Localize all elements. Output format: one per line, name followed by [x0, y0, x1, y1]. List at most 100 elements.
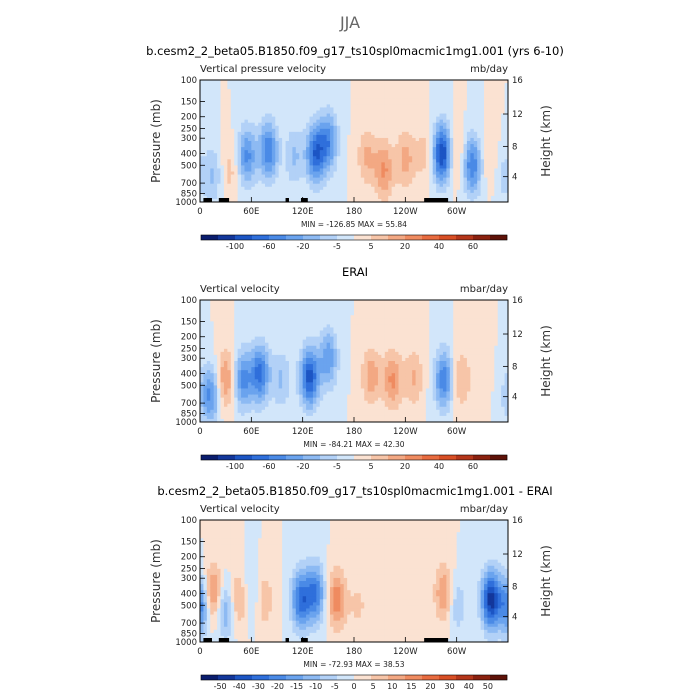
- field-cell: [210, 174, 215, 178]
- field-cell: [282, 144, 286, 148]
- field-cell: [200, 110, 204, 114]
- field-cell: [234, 86, 239, 90]
- field-cell: [484, 168, 488, 172]
- field-cell: [415, 80, 420, 84]
- field-cell: [265, 333, 269, 337]
- field-cell: [384, 86, 389, 90]
- field-cell: [456, 180, 461, 185]
- field-cell: [230, 104, 235, 108]
- field-cell: [230, 198, 235, 203]
- field-cell: [374, 116, 379, 121]
- field-cell: [504, 186, 509, 191]
- field-cell: [247, 315, 252, 319]
- field-cell: [244, 303, 249, 307]
- field-cell: [401, 131, 406, 136]
- field-cell: [213, 162, 218, 166]
- field-cell: [227, 324, 232, 328]
- field-cell: [306, 403, 310, 408]
- field-cell: [432, 116, 437, 121]
- field-cell: [477, 113, 482, 117]
- field-cell: [247, 364, 252, 368]
- field-cell: [401, 119, 406, 124]
- field-cell: [299, 171, 304, 175]
- field-cell: [374, 101, 379, 105]
- field-cell: [210, 357, 215, 362]
- field-cell: [261, 318, 266, 322]
- field-cell: [484, 128, 488, 133]
- field-cell: [347, 83, 351, 87]
- field-cell: [234, 379, 239, 383]
- field-cell: [408, 180, 413, 185]
- colorbar-tick-label: 20: [400, 242, 410, 251]
- field-cell: [244, 162, 249, 166]
- field-cell: [442, 195, 447, 200]
- field-cell: [299, 168, 304, 172]
- field-cell: [206, 336, 211, 341]
- field-cell: [347, 198, 351, 203]
- field-cell: [203, 391, 208, 395]
- field-cell: [220, 312, 225, 316]
- field-cell: [254, 321, 259, 325]
- field-cell: [217, 168, 221, 172]
- field-cell: [206, 131, 211, 136]
- field-cell: [306, 116, 310, 121]
- field-cell: [477, 177, 482, 182]
- field-cell: [350, 86, 355, 90]
- field-cell: [364, 104, 369, 108]
- field-cell: [319, 189, 324, 194]
- field-cell: [227, 168, 232, 172]
- field-cell: [330, 89, 334, 93]
- field-cell: [408, 92, 413, 96]
- field-cell: [268, 364, 273, 368]
- field-cell: [237, 195, 242, 200]
- field-cell: [206, 306, 211, 310]
- field-cell: [480, 186, 485, 191]
- field-cell: [316, 119, 321, 124]
- field-cell: [330, 144, 334, 148]
- field-cell: [484, 198, 488, 203]
- field-cell: [446, 92, 451, 96]
- field-cell: [323, 147, 328, 151]
- field-cell: [357, 147, 362, 151]
- field-cell: [374, 198, 379, 203]
- field-cell: [460, 89, 464, 93]
- field-cell: [299, 415, 304, 420]
- field-cell: [275, 361, 280, 365]
- field-cell: [265, 125, 269, 130]
- field-cell: [278, 415, 283, 420]
- field-cell: [422, 107, 427, 111]
- field-cell: [436, 116, 440, 121]
- field-cell: [271, 198, 276, 203]
- field-cell: [206, 174, 211, 178]
- field-cell: [282, 391, 286, 395]
- field-cell: [501, 183, 505, 188]
- field-cell: [275, 195, 280, 200]
- field-cell: [217, 345, 221, 350]
- field-cell: [405, 116, 410, 121]
- field-cell: [241, 131, 245, 136]
- field-cell: [237, 394, 242, 398]
- field-cell: [340, 153, 345, 157]
- field-cell: [494, 134, 499, 139]
- field-cell: [261, 397, 266, 402]
- field-cell: [302, 177, 307, 182]
- field-cell: [446, 113, 451, 117]
- field-cell: [234, 168, 239, 172]
- field-cell: [401, 110, 406, 114]
- field-cell: [223, 315, 228, 319]
- field-cell: [494, 189, 499, 194]
- field-cell: [364, 147, 369, 151]
- field-cell: [200, 364, 204, 368]
- field-cell: [234, 144, 239, 148]
- field-cell: [271, 144, 276, 148]
- field-cell: [227, 300, 232, 304]
- field-cell: [237, 110, 242, 114]
- field-cell: [354, 80, 358, 84]
- field-cell: [401, 165, 406, 169]
- field-cell: [336, 183, 341, 188]
- field-cell: [425, 150, 430, 154]
- field-cell: [220, 391, 225, 395]
- field-cell: [398, 125, 403, 130]
- field-cell: [254, 418, 259, 423]
- colorbar-swatch: [235, 235, 253, 240]
